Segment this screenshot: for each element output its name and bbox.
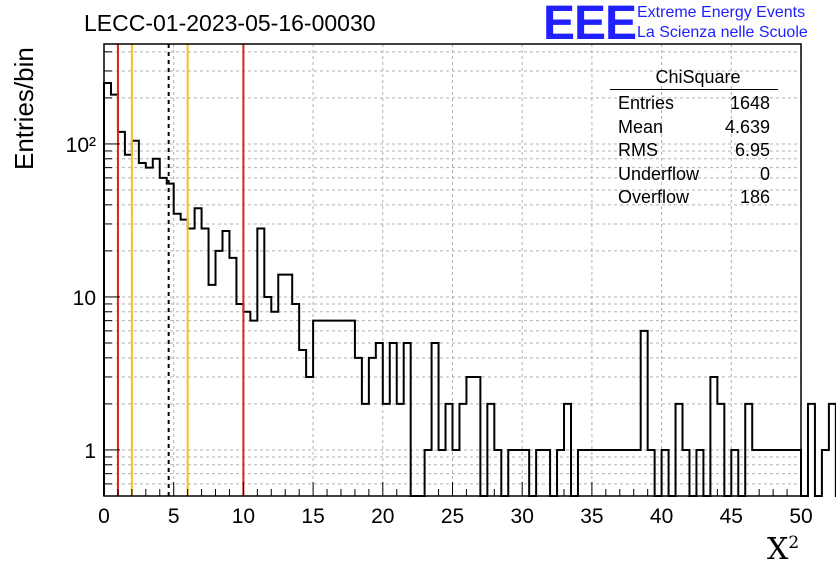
x-tick-label: 30 bbox=[511, 505, 534, 528]
stats-value: 186 bbox=[739, 187, 770, 207]
x-tick-label: 25 bbox=[441, 505, 464, 528]
y-tick-label: 10² bbox=[66, 134, 96, 157]
x-tick-label: 15 bbox=[301, 505, 324, 528]
stats-value: 0 bbox=[759, 163, 770, 184]
stats-row-rms: RMS 6.95 bbox=[610, 139, 778, 163]
x-tick-label: 5 bbox=[168, 505, 180, 528]
stats-label: Mean bbox=[618, 116, 664, 137]
logo-line-2: La Scienza nelle Scuole bbox=[637, 24, 808, 41]
y-tick-label: 1 bbox=[84, 440, 96, 463]
stats-label: Entries bbox=[618, 93, 675, 113]
x-axis-label-base: X bbox=[767, 532, 789, 567]
stats-row-overflow: Overflow 186 bbox=[610, 186, 778, 210]
x-axis-label: X2 bbox=[767, 532, 799, 567]
x-tick-label: 50 bbox=[789, 505, 812, 528]
chart-title: LECC-01-2023-05-16-00030 bbox=[84, 10, 376, 36]
y-tick-label: 10 bbox=[73, 287, 96, 310]
stats-value: 6.95 bbox=[734, 140, 770, 160]
logo-text: Extreme Energy Events La Scienza nelle S… bbox=[637, 3, 808, 43]
eee-logo: EEE bbox=[543, 0, 637, 50]
stats-row-entries: Entries 1648 bbox=[610, 92, 778, 116]
stats-box: ChiSquare Entries 1648 Mean 4.639 RMS 6.… bbox=[610, 67, 778, 210]
x-tick-label: 40 bbox=[650, 505, 673, 528]
stats-value: 1648 bbox=[729, 93, 770, 113]
logo-line-1: Extreme Energy Events bbox=[637, 4, 806, 21]
x-tick-label: 10 bbox=[232, 505, 255, 528]
stats-title: ChiSquare bbox=[610, 67, 778, 90]
stats-row-underflow: Underflow 0 bbox=[610, 163, 778, 187]
histogram-bars bbox=[103, 82, 836, 497]
stats-label: RMS bbox=[618, 140, 658, 160]
stats-value: 4.639 bbox=[724, 116, 770, 137]
x-axis-label-superscript: 2 bbox=[788, 533, 800, 553]
stats-label: Underflow bbox=[618, 163, 700, 184]
x-tick-label: 45 bbox=[720, 505, 743, 528]
x-tick-label: 0 bbox=[98, 505, 110, 528]
x-tick-label: 35 bbox=[580, 505, 603, 528]
x-tick-label: 20 bbox=[371, 505, 394, 528]
stats-label: Overflow bbox=[618, 187, 690, 207]
stats-row-mean: Mean 4.639 bbox=[610, 116, 778, 140]
